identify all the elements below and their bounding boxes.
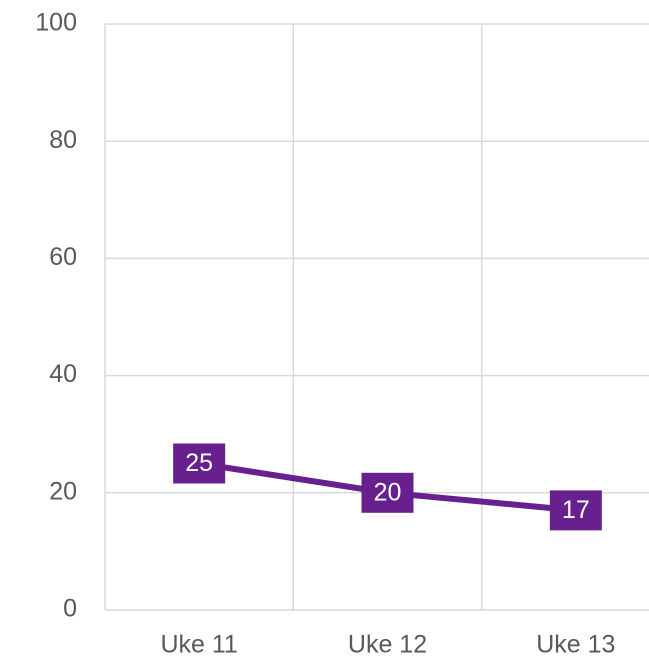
data-label: 25 bbox=[185, 449, 213, 477]
x-tick-label: Uke 11 bbox=[160, 631, 237, 659]
y-tick-label: 20 bbox=[49, 477, 77, 505]
data-label-box bbox=[173, 443, 226, 484]
data-label-box bbox=[361, 472, 414, 513]
y-tick-label: 80 bbox=[49, 126, 77, 154]
x-tick-label: Uke 12 bbox=[348, 631, 427, 659]
y-tick-label: 100 bbox=[35, 9, 77, 37]
data-label: 17 bbox=[562, 496, 590, 524]
y-tick-label: 60 bbox=[49, 243, 77, 271]
x-tick-label: Uke 13 bbox=[536, 631, 615, 659]
data-label: 20 bbox=[374, 478, 402, 506]
data-label-box bbox=[549, 490, 602, 531]
y-tick-label: 0 bbox=[63, 595, 77, 623]
y-tick-label: 40 bbox=[49, 360, 77, 388]
